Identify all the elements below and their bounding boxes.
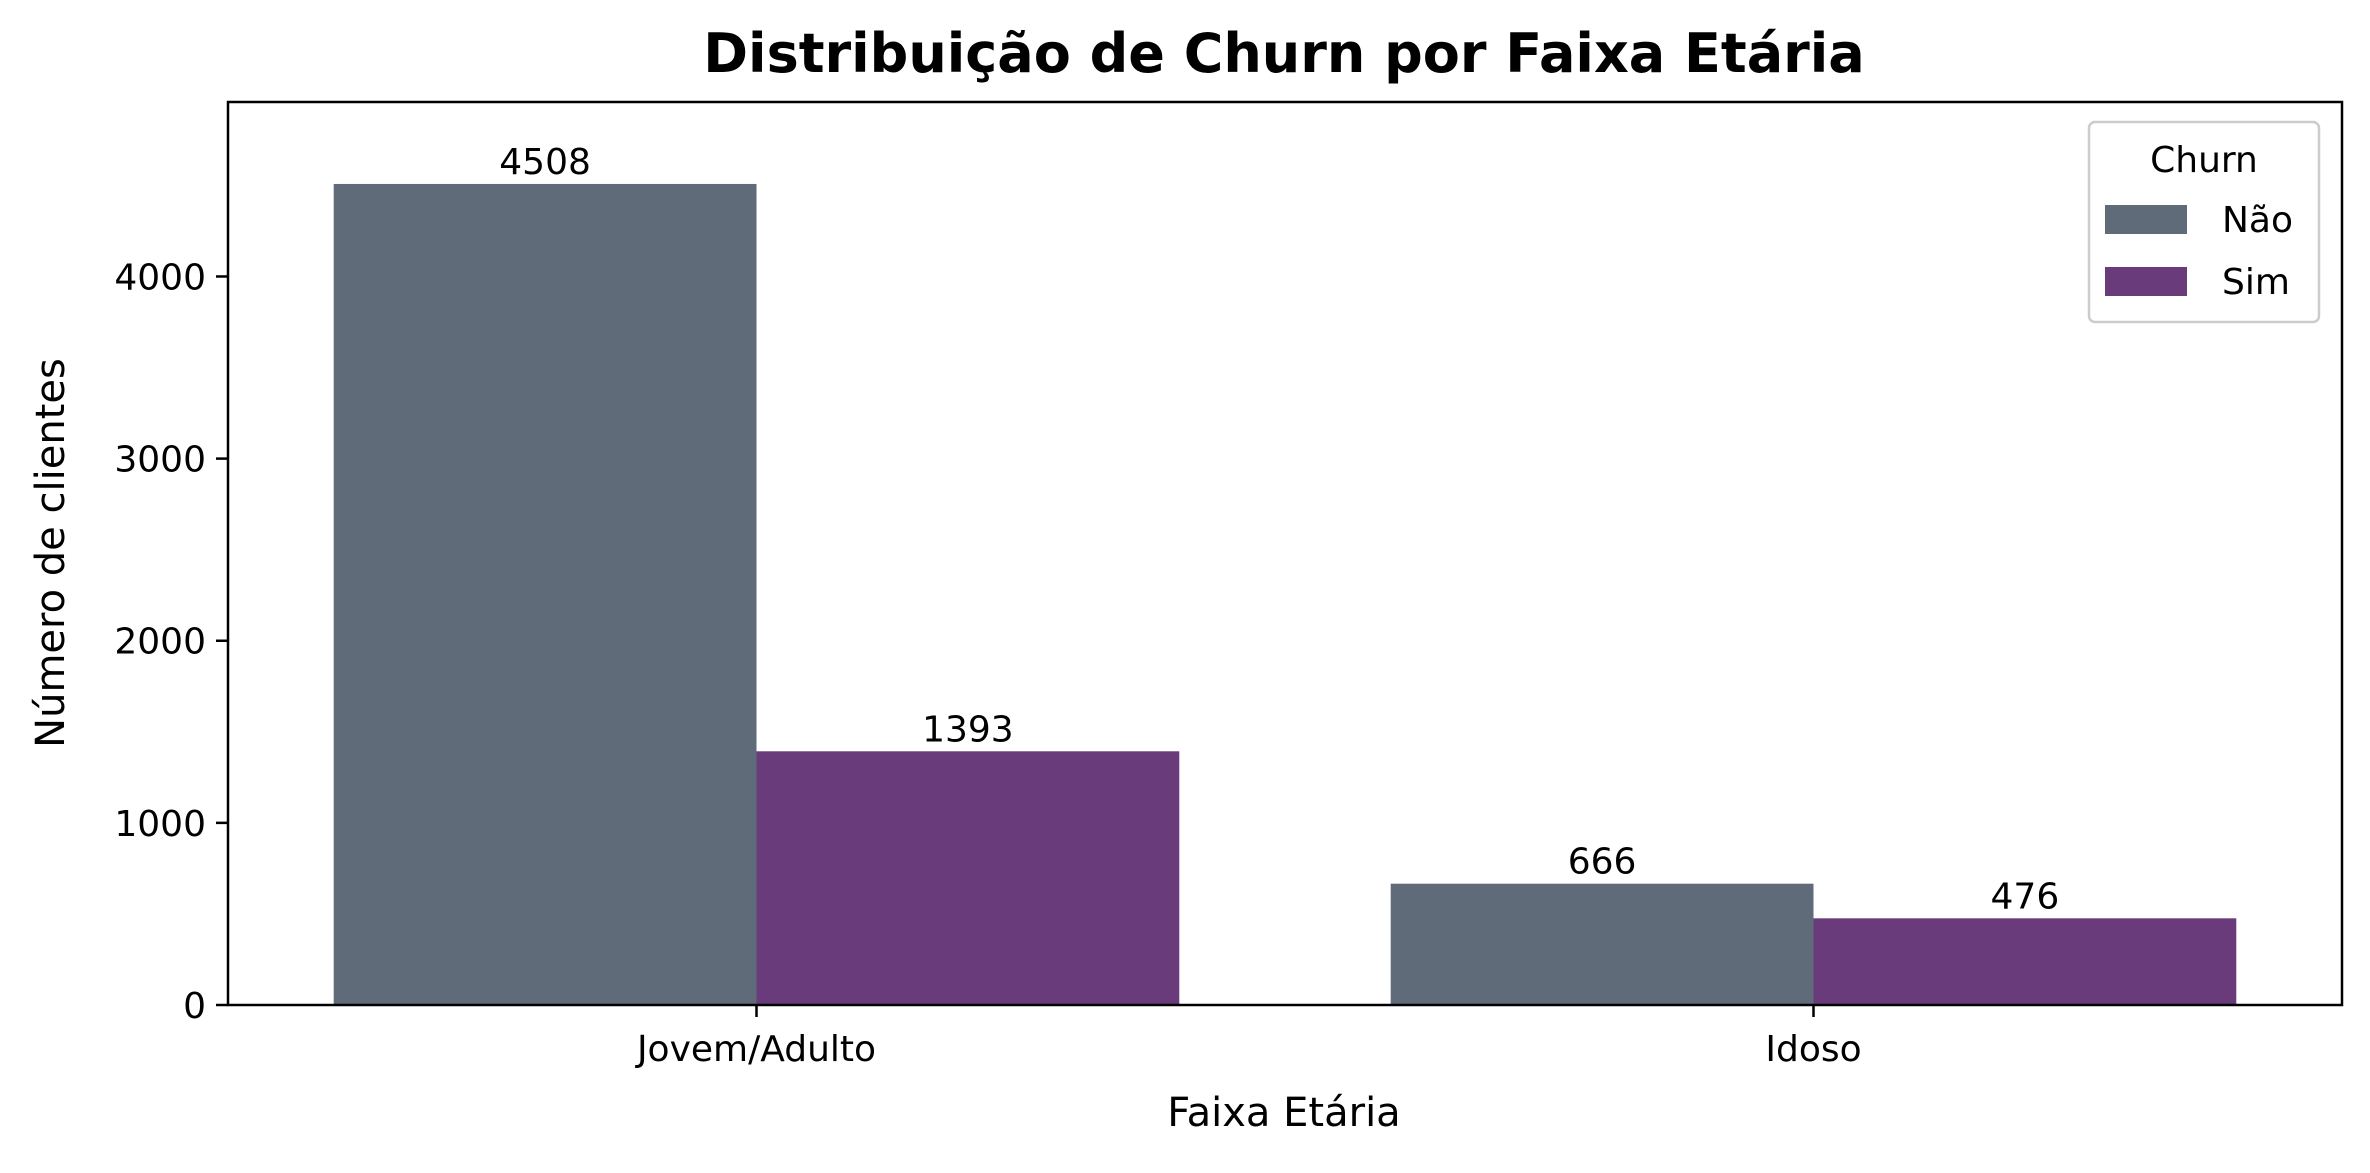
plot-area-frame — [226, 100, 2344, 1007]
y-tick-label: 2000 — [114, 622, 206, 663]
y-tick-label: 0 — [183, 986, 206, 1027]
legend: Churn Não Sim — [2087, 120, 2321, 324]
bar-nao-idoso — [1390, 883, 1814, 1005]
legend-swatch-sim — [2105, 267, 2187, 296]
y-tick-label: 1000 — [114, 804, 206, 845]
legend-label-nao: Não — [2222, 200, 2293, 241]
bar-sim-idoso — [1813, 918, 2237, 1005]
data-label: 4508 — [499, 142, 591, 183]
legend-entries: Não Sim — [2105, 200, 2293, 303]
x-tick-label: Jovem/Adulto — [635, 1029, 876, 1070]
x-tick-label: Idoso — [1765, 1029, 1861, 1070]
data-label: 666 — [1568, 842, 1637, 883]
bars-layer — [333, 183, 2237, 1006]
x-axis-label: Faixa Etária — [1167, 1090, 1400, 1136]
y-axis: 0 1000 2000 3000 4000 — [114, 257, 228, 1027]
bar-sim-jovem-adulto — [756, 751, 1180, 1005]
y-axis-label: Número de clientes — [28, 358, 74, 748]
legend-swatch-nao — [2105, 205, 2187, 234]
chart-title: Distribuição de Churn por Faixa Etária — [703, 22, 1865, 85]
data-label: 476 — [1991, 876, 2060, 917]
bar-nao-jovem-adulto — [333, 183, 757, 1006]
data-labels-layer: 4508 1393 666 476 — [499, 142, 2059, 917]
y-tick-label: 4000 — [114, 257, 206, 298]
y-tick-label: 3000 — [114, 440, 206, 481]
legend-title: Churn — [2150, 140, 2258, 181]
data-label: 1393 — [922, 709, 1014, 750]
legend-label-sim: Sim — [2222, 262, 2290, 303]
x-axis: Jovem/Adulto Idoso — [635, 1005, 1862, 1070]
